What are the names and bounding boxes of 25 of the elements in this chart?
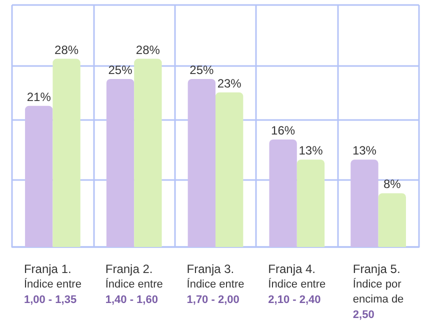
data-label: 28% bbox=[54, 42, 79, 57]
bar bbox=[134, 58, 162, 247]
bar bbox=[188, 78, 216, 247]
x-tick-label: Franja 4. Índice entre 2,10 - 2,40 bbox=[268, 262, 326, 306]
data-label: 13% bbox=[298, 144, 324, 158]
data-label: 23% bbox=[217, 76, 242, 90]
data-label: 8% bbox=[383, 177, 402, 192]
bar bbox=[52, 58, 80, 247]
bar bbox=[269, 139, 297, 247]
x-tick-label: Franja 2. Índice entre 1,40 - 1,60 bbox=[105, 262, 163, 306]
data-label: 28% bbox=[136, 42, 160, 57]
data-label: 25% bbox=[108, 62, 133, 77]
bar bbox=[216, 92, 244, 247]
bar bbox=[296, 160, 325, 247]
bar bbox=[25, 106, 53, 247]
data-label: 21% bbox=[26, 90, 52, 104]
x-tick-label: Franja 5. Índice por encima de 2,50 bbox=[352, 262, 404, 321]
bar bbox=[350, 160, 378, 247]
bar bbox=[378, 193, 406, 247]
data-label: 25% bbox=[190, 62, 214, 77]
x-tick-label: Franja 1. Índice entre 1,00 - 1,35 bbox=[24, 262, 82, 306]
data-label: 13% bbox=[352, 144, 377, 158]
x-tick-label: Franja 3. Índice entre 1,70 - 2,00 bbox=[186, 262, 244, 306]
bar bbox=[106, 78, 134, 247]
data-label: 16% bbox=[271, 123, 296, 138]
